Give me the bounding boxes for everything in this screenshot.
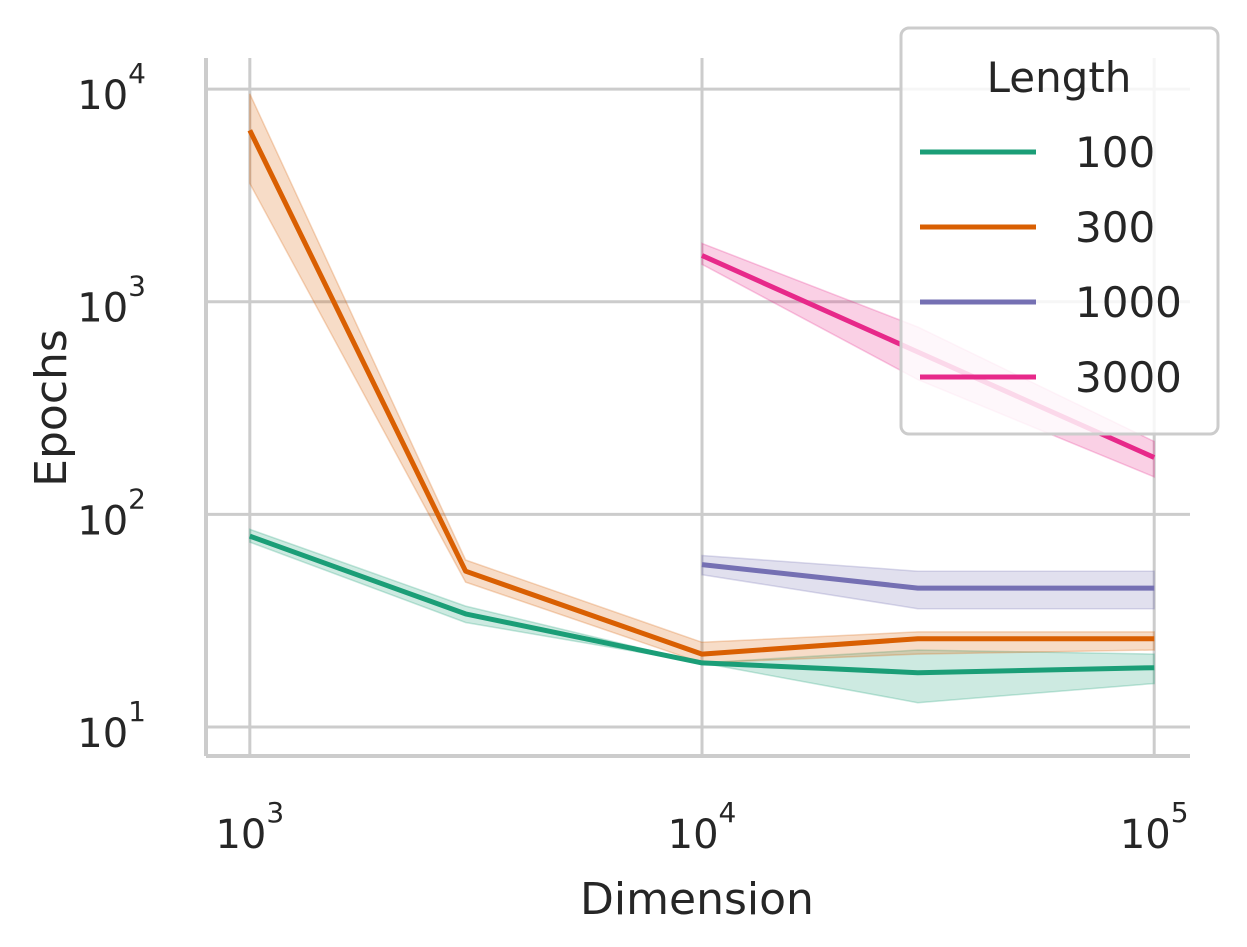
line-series-100 (248, 533, 1155, 676)
x-tick-label: 105 (1120, 796, 1189, 858)
axis-spines (204, 58, 1190, 758)
band-series-300 (249, 93, 1155, 664)
legend: Length 100 300 1000 3000 (899, 26, 1220, 436)
legend-label-300: 300 (1075, 203, 1155, 252)
y-tick-label: 102 (77, 482, 146, 544)
y-axis-ticks: 101 102 103 104 (77, 57, 146, 757)
x-tick-label: 104 (668, 796, 737, 858)
y-tick-label: 101 (77, 695, 146, 757)
x-axis-label: Dimension (580, 874, 814, 925)
band-series-1000 (701, 554, 1155, 610)
line-series-1000 (701, 562, 1155, 591)
y-tick-label: 103 (77, 270, 146, 332)
legend-title: Length (987, 53, 1132, 102)
x-tick-label: 103 (215, 796, 284, 858)
legend-label-100: 100 (1075, 128, 1155, 177)
legend-label-1000: 1000 (1075, 278, 1182, 327)
y-tick-label: 104 (77, 57, 146, 119)
x-axis-ticks: 103 104 105 (215, 796, 1188, 858)
band-series-100 (249, 528, 1155, 704)
line-series-300 (247, 129, 1155, 657)
legend-label-3000: 3000 (1075, 353, 1182, 402)
legend-box (899, 26, 1220, 436)
y-axis-label: Epochs (26, 329, 77, 487)
